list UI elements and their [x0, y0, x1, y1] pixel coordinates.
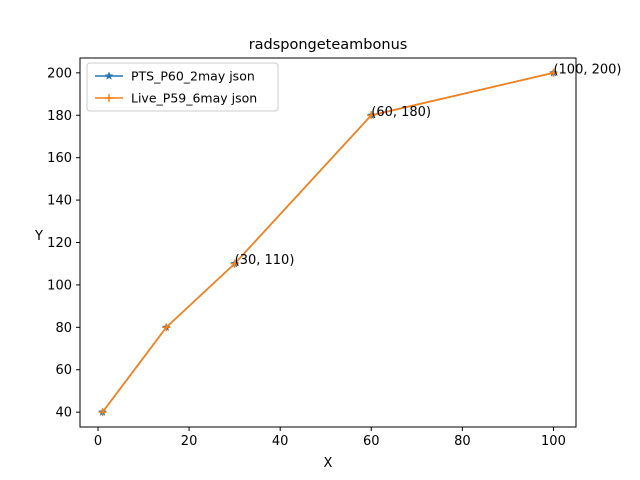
legend-box — [86, 62, 279, 112]
x-tick-label: 60 — [363, 434, 380, 449]
x-tick-label: 0 — [94, 434, 102, 449]
legend-marker-star — [104, 71, 114, 80]
legend-label-2: Live_P59_6may json — [131, 91, 257, 106]
data-point-plus — [98, 408, 107, 417]
y-tick-label: 100 — [47, 278, 72, 293]
legend-label-1: PTS_P60_2may json — [131, 69, 255, 84]
y-tick-label: 60 — [55, 363, 72, 378]
y-tick-label: 200 — [47, 66, 72, 81]
data-point-plus — [230, 259, 239, 268]
y-tick-label: 40 — [55, 406, 72, 421]
legend: PTS_P60_2may json Live_P59_6may json — [86, 62, 279, 112]
y-tick-label: 140 — [47, 194, 72, 209]
legend-marker-plus — [105, 94, 113, 102]
y-tick-label: 160 — [47, 151, 72, 166]
x-tick-label: 40 — [272, 434, 289, 449]
y-axis: 40 60 80 100 120 140 160 180 200 — [47, 66, 80, 421]
data-point-plus — [162, 323, 171, 332]
y-axis-label: Y — [34, 229, 43, 244]
point-annotation: (100, 200) — [553, 62, 621, 77]
point-annotation: (30, 110) — [235, 253, 295, 268]
x-tick-label: 20 — [181, 434, 198, 449]
data-point-plus — [367, 111, 376, 120]
data-point-plus — [549, 68, 558, 77]
plot-area — [98, 68, 558, 417]
point-annotation: (60, 180) — [371, 105, 431, 120]
y-tick-label: 80 — [55, 321, 72, 336]
x-tick-label: 80 — [454, 434, 471, 449]
chart-title: radspongeteambonus — [249, 37, 408, 53]
y-tick-label: 180 — [47, 109, 72, 124]
x-axis-label: X — [324, 456, 333, 471]
x-axis: 0 20 40 60 80 100 — [94, 427, 566, 449]
point-annotations: (30, 110) (60, 180) (100, 200) — [235, 62, 622, 268]
y-tick-label: 120 — [47, 236, 72, 251]
x-tick-label: 100 — [541, 434, 566, 449]
